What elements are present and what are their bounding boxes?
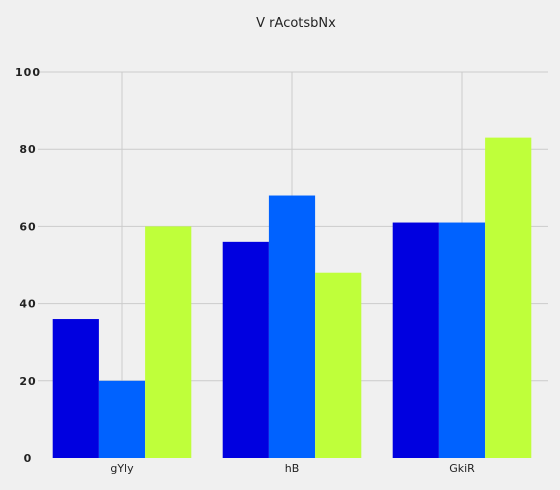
x-tick-label: GkiR — [449, 462, 475, 475]
y-tick-label: 0 — [24, 452, 33, 465]
bar-GkiR-series-1 — [392, 222, 439, 458]
bar-hB-series-2 — [268, 195, 316, 458]
y-tick-label: 40 — [19, 298, 36, 311]
y-tick-label: 80 — [19, 143, 36, 156]
y-tick-label: 60 — [19, 220, 36, 233]
bars — [52, 137, 532, 458]
chart-title: V rAcotsbNx — [256, 16, 336, 31]
bar-GkiR-series-3 — [485, 137, 532, 458]
y-axis-ticks: 0 20 40 60 80 100 — [15, 66, 41, 465]
bar-gYly-series-2 — [98, 380, 146, 458]
y-tick-label: 20 — [19, 375, 36, 388]
bar-gYly-series-3 — [145, 226, 192, 458]
x-tick-label: hB — [285, 462, 300, 475]
bar-hB-series-3 — [315, 272, 362, 458]
bar-hB-series-1 — [222, 241, 269, 458]
x-tick-label: gYly — [110, 462, 134, 475]
bar-GkiR-series-2 — [438, 222, 486, 458]
y-tick-label: 100 — [15, 66, 41, 79]
x-axis-ticks: gYly hB GkiR — [110, 462, 475, 475]
bar-gYly-series-1 — [52, 319, 99, 458]
